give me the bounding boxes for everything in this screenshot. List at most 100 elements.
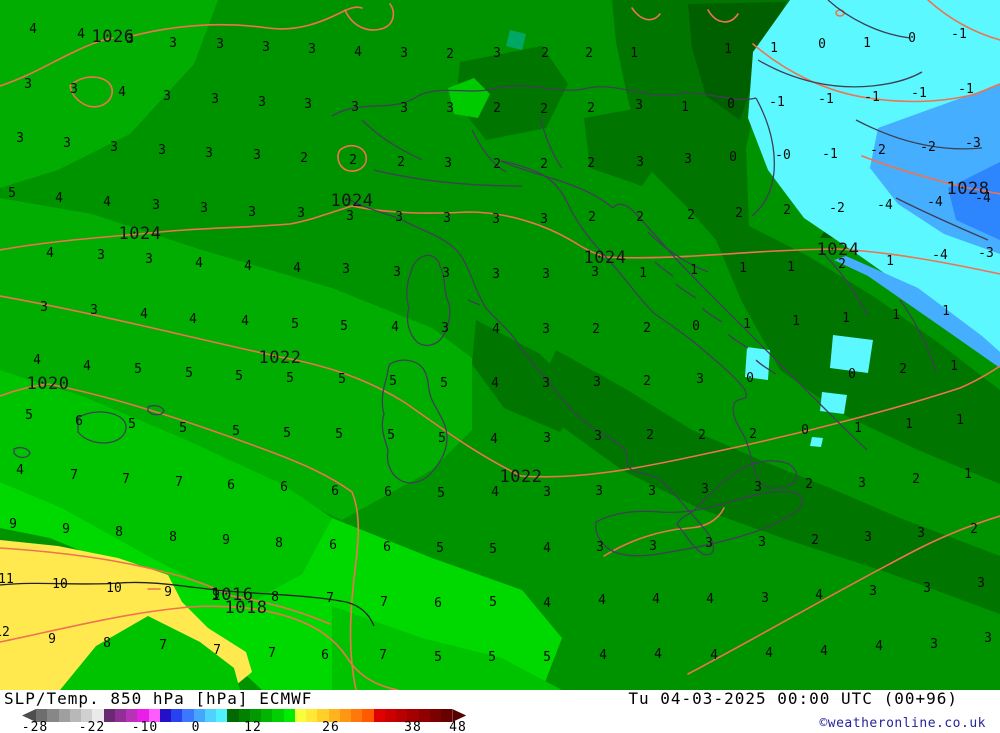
colorbar-cell [429,709,441,722]
temperature-value: 3 [923,581,931,596]
temperature-value: 4 [83,359,91,374]
colorbar-cell [272,709,284,722]
colorbar-cell [103,709,115,722]
temperature-value: 0 [818,37,826,52]
temperature-value: 1 [743,317,751,332]
temperature-value: 2 [541,46,549,61]
pressure-label: 1028 [947,179,990,199]
temperature-value: 4 [103,195,111,210]
temperature-value: 3 [70,82,78,97]
alp-dark-1 [456,46,568,140]
temperature-value: 3 [158,143,166,158]
temperature-value: 3 [346,209,354,224]
temperature-value: 6 [329,538,337,553]
temperature-value: 10 [106,581,122,596]
isobar-line [0,205,353,251]
temperature-value: 5 [25,408,33,423]
temperature-value: 4 [491,485,499,500]
pressure-label: 1018 [225,598,268,618]
temperature-value: 7 [175,475,183,490]
temperature-value: 9 [9,517,17,532]
isobar-line [337,144,368,172]
temperature-value: 3 [758,535,766,550]
temperature-value: -1 [958,82,974,97]
coastline-path [654,261,674,277]
temperature-value: 4 [543,596,551,611]
temperature-value: 3 [701,482,709,497]
copyright: ©weatheronline.co.uk [819,716,986,731]
temperature-value: 6 [227,478,235,493]
temperature-value: 7 [379,648,387,663]
colorbar-cell [148,709,160,722]
temperature-value: 5 [340,319,348,334]
colorbar-cell [81,709,93,722]
temperature-value: 4 [654,647,662,662]
colorbar-tick-label: -28 [21,720,49,733]
temperature-value: 6 [383,540,391,555]
alp-dark-2 [584,106,670,186]
isobar-line [752,43,1000,103]
temperature-value: -2 [870,143,886,158]
colorbar-cell [216,709,228,722]
temperature-value: 2 [783,203,791,218]
temperature-value: 3 [984,631,992,646]
temperature-value: 4 [820,644,828,659]
temperature-value: 2 [805,477,813,492]
temperature-value: 9 [62,522,70,537]
coastline-path [406,254,451,347]
isobar-line [131,6,363,37]
temperature-value: 1 [905,417,913,432]
temperature-value: 3 [594,429,602,444]
temperature-value: 2 [970,522,978,537]
temperature-value: 4 [55,191,63,206]
temperature-value: 3 [253,148,261,163]
temperature-value: 3 [169,36,177,51]
temperature-value: 3 [308,42,316,57]
temperature-value: 5 [488,650,496,665]
temperature-value: 3 [248,205,256,220]
coastline-path [595,490,803,557]
cyan-cold-region [748,0,1000,354]
temperature-value: 11 [0,572,14,587]
topleft-light [0,0,218,188]
temperature-value: 5 [335,427,343,442]
temperature-value: 3 [395,210,403,225]
temperature-value: 3 [543,485,551,500]
temperature-value: 3 [205,146,213,161]
lake-2 [830,335,873,373]
temperature-value: 8 [169,530,177,545]
temperature-value: 5 [286,371,294,386]
temperature-value: 3 [864,530,872,545]
temperature-value: 7 [122,472,130,487]
green-wedge-on-yellow [60,616,240,690]
colorbar-tick-label: 12 [244,720,262,733]
temperature-value: 3 [342,262,350,277]
map-canvas: 1026 1024 1024 1024 1024 1022 1020 1022 1016 1018… [0,0,1000,690]
temperature-value: 3 [596,540,604,555]
colorbar-cell [396,709,408,722]
temperature-value: -1 [951,27,967,42]
temperature-value: 2 [540,102,548,117]
isobar-line [0,37,114,87]
lake-3 [820,392,847,414]
temperature-value: 3 [684,152,692,167]
temperature-value: 0 [729,150,737,165]
coastline-path [647,231,709,273]
temperature-value: 0 [727,97,735,112]
isobar-lines [0,0,1000,690]
temperature-value: 1 [792,314,800,329]
temperature-value: 3 [262,40,270,55]
colorbar-cell [58,709,70,722]
temperature-value: 1 [681,100,689,115]
colorbar-cell [294,709,306,722]
temperature-value: 7 [326,591,334,606]
temperature-value: 2 [749,427,757,442]
temperature-value: 4 [543,541,551,556]
temperature-value: 3 [443,211,451,226]
temperature-value: 3 [705,536,713,551]
temperature-value: 1 [770,41,778,56]
dark-balkan-band [612,0,1000,484]
colorbar-cell [126,709,138,722]
temperature-value: 0 [908,31,916,46]
